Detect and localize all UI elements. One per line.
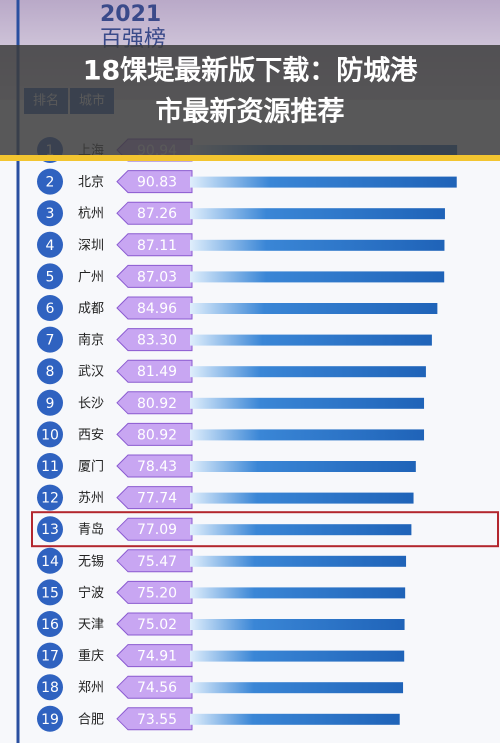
bar xyxy=(190,650,405,662)
rank-badge xyxy=(37,231,63,258)
rank-badge xyxy=(37,705,63,732)
header-year: 2021 xyxy=(100,2,161,27)
rank: 12 xyxy=(41,491,59,507)
rank-badge xyxy=(37,263,63,290)
value-label: 77.74 xyxy=(137,491,177,507)
value-label: 78.43 xyxy=(137,459,177,475)
value-label: 81.49 xyxy=(137,364,177,380)
value-label: 83.30 xyxy=(137,333,177,349)
value-label: 80.92 xyxy=(137,427,177,443)
rank: 3 xyxy=(46,206,55,222)
bar xyxy=(190,619,405,630)
city: 合肥 xyxy=(78,712,104,727)
bar xyxy=(190,492,414,504)
value-label: 74.56 xyxy=(137,680,177,696)
rank-badge xyxy=(37,579,63,606)
bar xyxy=(190,303,438,314)
rank: 2 xyxy=(46,175,55,191)
city: 郑州 xyxy=(78,681,104,696)
rank: 6 xyxy=(46,301,55,317)
title-stripe xyxy=(0,155,500,161)
city: 苏州 xyxy=(78,490,104,506)
rank-badge xyxy=(37,389,63,416)
bar xyxy=(190,334,432,346)
bar xyxy=(190,208,445,220)
bar xyxy=(190,366,426,378)
rank: 10 xyxy=(41,427,59,443)
value-label: 74.91 xyxy=(137,649,177,665)
city: 北京 xyxy=(78,175,104,190)
rank: 15 xyxy=(41,585,59,601)
city: 长沙 xyxy=(78,396,104,411)
city: 深圳 xyxy=(78,238,104,253)
rank: 9 xyxy=(46,396,55,412)
rank-badge xyxy=(37,674,63,701)
rank-badge xyxy=(37,295,63,321)
value-label: 87.03 xyxy=(137,269,177,285)
bar xyxy=(190,682,404,694)
value-label: 90.83 xyxy=(137,175,177,191)
rank: 13 xyxy=(41,522,59,538)
rank: 8 xyxy=(46,364,55,380)
value-label: 87.26 xyxy=(137,206,177,222)
title-line: 18馃堤最新版下载：防城港 xyxy=(83,55,419,87)
rank: 5 xyxy=(46,269,55,285)
rank: 18 xyxy=(41,680,59,696)
value-label: 84.96 xyxy=(137,301,177,317)
rank: 19 xyxy=(41,712,59,728)
city: 南京 xyxy=(78,332,104,348)
value-label: 75.47 xyxy=(137,554,177,570)
highlight-box xyxy=(31,511,499,548)
value-label: 73.55 xyxy=(137,712,177,728)
rank-badge xyxy=(37,453,63,479)
city: 宁波 xyxy=(78,585,104,601)
rank-badge xyxy=(37,516,63,543)
title-line: 市最新资源推荐 xyxy=(156,96,345,128)
city: 广州 xyxy=(78,270,104,285)
bar xyxy=(190,271,445,283)
bar xyxy=(190,239,445,251)
bar xyxy=(190,555,407,567)
rank-badge xyxy=(37,547,63,574)
title-band xyxy=(0,45,500,156)
city: 武汉 xyxy=(78,365,104,380)
rank-badge xyxy=(37,421,63,448)
value-label: 77.09 xyxy=(137,522,177,538)
rank-badge xyxy=(37,642,63,669)
bar xyxy=(190,461,416,472)
value-label: 75.20 xyxy=(137,585,177,601)
rank: 4 xyxy=(46,238,55,254)
bar xyxy=(190,524,412,536)
bar xyxy=(190,587,406,599)
rank: 14 xyxy=(41,554,59,570)
rank-badge xyxy=(37,168,63,195)
value-label: 80.92 xyxy=(137,396,177,412)
bar xyxy=(190,713,400,725)
city: 杭州 xyxy=(78,207,104,222)
rank-badge xyxy=(37,484,63,511)
rank-badge xyxy=(37,611,63,637)
rank: 16 xyxy=(41,617,59,633)
rank-badge xyxy=(37,326,63,353)
city: 无锡 xyxy=(78,554,104,569)
city: 青岛 xyxy=(78,522,104,538)
rank-badge xyxy=(37,200,63,227)
rank: 7 xyxy=(46,333,55,349)
city: 天津 xyxy=(78,618,104,633)
bar xyxy=(190,397,425,409)
rank-badge xyxy=(37,358,63,385)
city: 西安 xyxy=(78,428,104,443)
rank: 17 xyxy=(41,649,59,665)
value-label: 87.11 xyxy=(137,238,177,254)
city: 重庆 xyxy=(78,648,104,664)
city: 成都 xyxy=(78,302,104,317)
bar xyxy=(190,176,457,188)
bar xyxy=(190,429,425,441)
value-label: 75.02 xyxy=(137,617,177,633)
rank: 11 xyxy=(41,459,59,475)
city: 厦门 xyxy=(78,460,104,475)
